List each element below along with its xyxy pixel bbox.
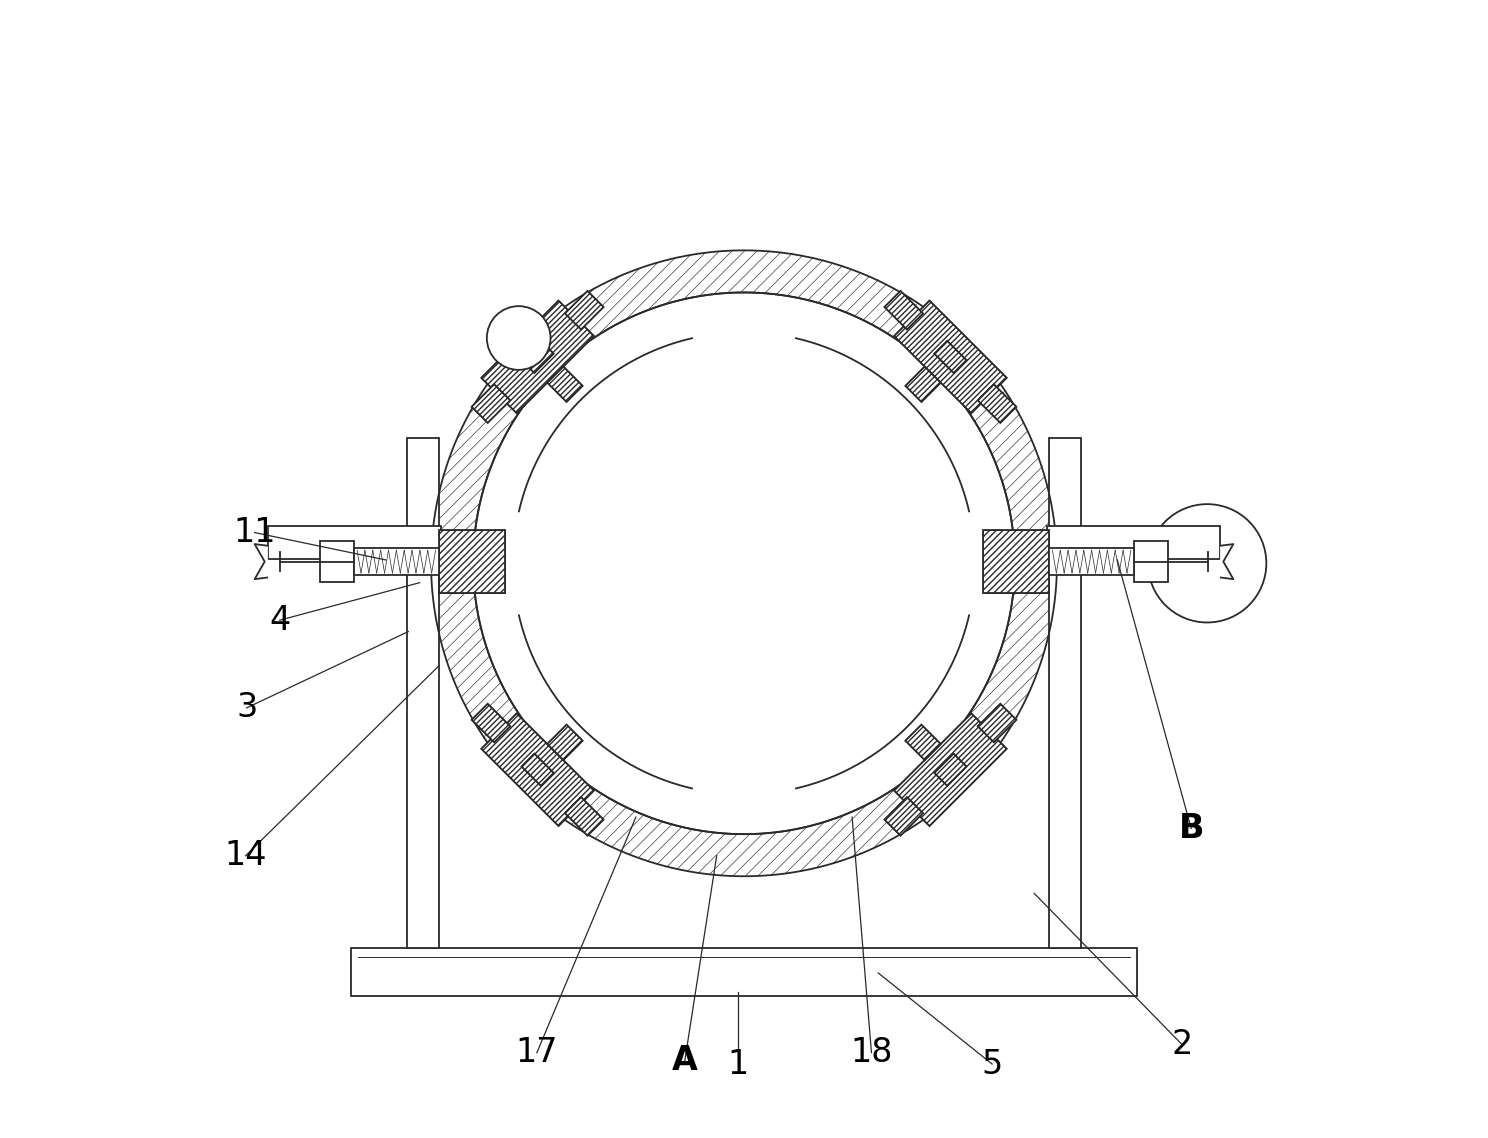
Bar <box>1046 526 1220 559</box>
Text: 2: 2 <box>1171 1029 1193 1061</box>
Text: 1: 1 <box>728 1048 748 1080</box>
Bar <box>320 541 354 583</box>
Polygon shape <box>481 300 594 413</box>
Text: 18: 18 <box>850 1037 893 1069</box>
Polygon shape <box>548 725 583 760</box>
Polygon shape <box>565 797 604 835</box>
Polygon shape <box>894 300 1007 413</box>
Polygon shape <box>978 703 1016 742</box>
Text: 3: 3 <box>237 692 257 724</box>
Bar <box>1134 541 1168 583</box>
Bar <box>351 948 1137 996</box>
Circle shape <box>487 306 551 370</box>
Bar <box>408 438 439 948</box>
Polygon shape <box>905 366 940 402</box>
Polygon shape <box>254 544 268 579</box>
Polygon shape <box>548 366 583 402</box>
Text: 17: 17 <box>516 1037 558 1069</box>
Polygon shape <box>978 385 1016 423</box>
Bar <box>984 530 1049 593</box>
Polygon shape <box>934 340 967 373</box>
Bar <box>984 530 1049 593</box>
Polygon shape <box>521 340 554 373</box>
Text: B: B <box>1178 813 1204 844</box>
Circle shape <box>475 294 1013 833</box>
Bar <box>439 530 504 593</box>
Polygon shape <box>521 753 554 786</box>
Polygon shape <box>884 797 923 835</box>
Polygon shape <box>934 753 967 786</box>
Polygon shape <box>894 714 1007 826</box>
Text: A: A <box>673 1045 698 1077</box>
Polygon shape <box>1220 544 1234 579</box>
Polygon shape <box>884 291 923 330</box>
Polygon shape <box>481 714 594 826</box>
Text: 5: 5 <box>982 1048 1003 1080</box>
Text: 4: 4 <box>269 604 290 636</box>
Polygon shape <box>905 725 940 760</box>
Circle shape <box>475 294 1013 833</box>
Polygon shape <box>472 385 510 423</box>
Bar <box>354 547 439 575</box>
Bar <box>439 530 504 593</box>
Bar <box>268 526 442 559</box>
Polygon shape <box>565 291 604 330</box>
Circle shape <box>1147 504 1266 622</box>
Bar <box>1049 547 1134 575</box>
Bar <box>1049 438 1080 948</box>
Text: 11: 11 <box>234 517 275 549</box>
Text: 14: 14 <box>225 840 266 872</box>
Polygon shape <box>472 703 510 742</box>
